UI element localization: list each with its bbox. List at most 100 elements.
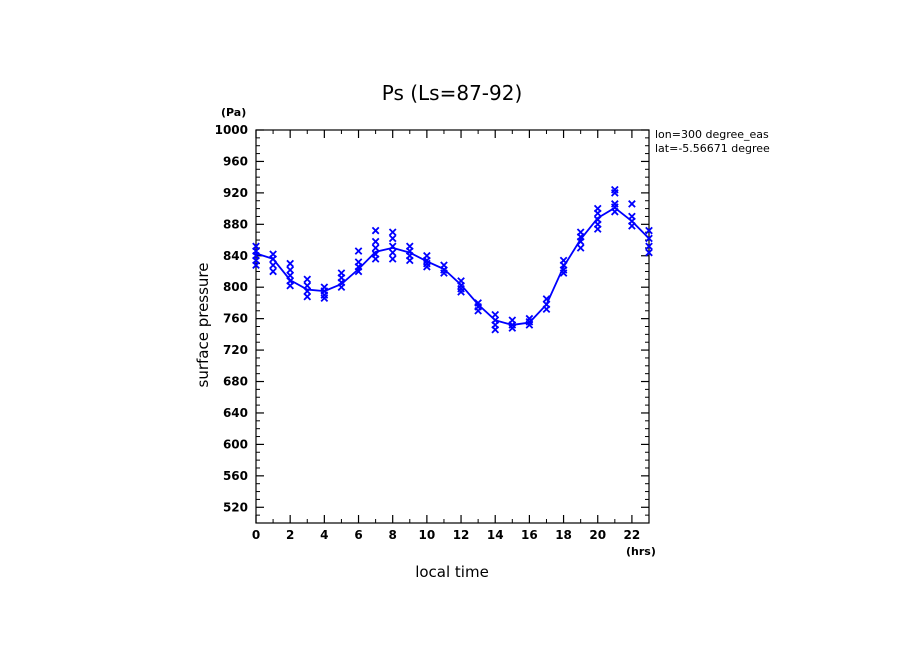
annotation-lat: lat=-5.56671 degree xyxy=(655,142,770,155)
data-point-x xyxy=(645,242,653,251)
data-point-stroke-b xyxy=(269,261,277,270)
y-tick-label: 760 xyxy=(223,312,248,326)
data-point-x xyxy=(576,237,585,246)
y-tick-label: 680 xyxy=(223,375,248,389)
x-minor-ticks xyxy=(272,130,650,523)
data-point-stroke-b xyxy=(286,281,295,290)
y-tick-label: 720 xyxy=(223,343,248,357)
data-point-x xyxy=(320,294,329,303)
data-point-stroke-b xyxy=(593,209,602,218)
data-point-stroke-b xyxy=(628,200,636,208)
x-tick-label: 6 xyxy=(354,528,362,542)
data-point-x xyxy=(542,305,551,314)
data-point-x xyxy=(269,261,277,270)
data-point-x xyxy=(491,325,500,334)
data-point-stroke-b xyxy=(303,275,312,284)
data-point-x xyxy=(610,189,619,197)
series-line xyxy=(255,206,650,326)
x-tick-label: 12 xyxy=(453,528,470,542)
data-point-stroke-b xyxy=(610,207,619,216)
x-tick-label: 2 xyxy=(286,528,294,542)
x-tick-label: 16 xyxy=(521,528,538,542)
data-point-x xyxy=(286,259,295,268)
data-point-stroke-b xyxy=(645,234,653,243)
data-point-stroke-b xyxy=(559,269,568,277)
plot-frame xyxy=(255,129,650,524)
data-point-stroke-b xyxy=(354,267,363,276)
chart-title: Ps (Ls=87-92) xyxy=(382,81,523,105)
data-point-stroke-b xyxy=(269,267,277,276)
data-point-stroke-b xyxy=(371,237,380,246)
data-point-stroke-b xyxy=(645,248,653,257)
data-point-x xyxy=(525,321,534,329)
y-tick-label: 800 xyxy=(223,280,248,294)
data-point-x xyxy=(645,248,653,257)
data-point-stroke-b xyxy=(576,244,585,252)
y-tick-label: 600 xyxy=(223,437,248,451)
data-point-stroke-b xyxy=(388,242,397,251)
y-tick-label: 840 xyxy=(223,249,248,263)
data-point-x xyxy=(269,267,277,276)
scatter-points xyxy=(252,185,653,334)
data-point-stroke-b xyxy=(371,255,380,263)
data-point-stroke-b xyxy=(593,225,602,233)
data-point-x xyxy=(371,226,380,235)
y-tick-label: 920 xyxy=(223,186,248,200)
x-tick-label: 18 xyxy=(555,528,572,542)
data-point-stroke-b xyxy=(491,325,500,334)
data-point-x xyxy=(388,234,397,243)
data-point-x xyxy=(286,281,295,290)
data-point-x xyxy=(388,242,397,251)
x-tick-label: 22 xyxy=(624,528,641,542)
data-point-x xyxy=(474,306,482,315)
data-point-x xyxy=(645,234,653,243)
data-point-x xyxy=(371,255,380,263)
plot-layer: 0 2 4 6 8 10 12 14 16 18 20 22 520 560 600 640 680 720 760… xyxy=(215,123,653,542)
data-point-x xyxy=(645,226,653,235)
data-point-x xyxy=(388,228,397,237)
data-point-stroke-b xyxy=(388,228,397,237)
data-point-x xyxy=(252,261,260,270)
data-point-stroke-b xyxy=(371,244,380,252)
y-unit-label: (Pa) xyxy=(221,106,246,119)
data-point-stroke-b xyxy=(576,237,585,246)
y-tick-label: 960 xyxy=(223,154,248,168)
data-point-x xyxy=(593,225,602,233)
data-point-stroke-b xyxy=(405,256,414,265)
data-point-stroke-b xyxy=(337,283,346,292)
annotation-lon: lon=300 degree_eas xyxy=(655,128,769,141)
data-point-stroke-b xyxy=(645,226,653,235)
x-tick-label: 10 xyxy=(419,528,436,542)
data-point-stroke-b xyxy=(320,294,329,303)
data-point-stroke-b xyxy=(388,255,397,263)
data-point-stroke-b xyxy=(610,189,619,197)
y-tick-label: 880 xyxy=(223,217,248,231)
data-point-x xyxy=(354,247,363,255)
data-point-x xyxy=(628,200,636,208)
data-point-x xyxy=(508,324,517,332)
data-point-stroke-b xyxy=(645,242,653,251)
data-point-x xyxy=(303,292,312,301)
data-point-stroke-b xyxy=(388,234,397,243)
data-point-stroke-b xyxy=(354,247,363,255)
data-point-x xyxy=(593,209,602,218)
data-point-stroke-b xyxy=(457,288,465,296)
y-tick-label: 560 xyxy=(223,469,248,483)
data-point-stroke-b xyxy=(388,248,397,257)
data-point-x xyxy=(371,237,380,246)
data-point-x xyxy=(303,275,312,284)
y-tick-label: 520 xyxy=(223,500,248,514)
data-point-stroke-b xyxy=(286,259,295,268)
data-point-x xyxy=(559,269,568,277)
x-tick-label: 14 xyxy=(487,528,504,542)
x-unit-label: (hrs) xyxy=(626,545,656,558)
data-point-x xyxy=(354,267,363,276)
data-point-x xyxy=(610,207,619,216)
x-axis-label: local time xyxy=(415,563,489,581)
data-point-x xyxy=(337,283,346,292)
data-point-x xyxy=(388,248,397,257)
data-point-stroke-b xyxy=(508,324,517,332)
data-point-x xyxy=(423,262,431,271)
